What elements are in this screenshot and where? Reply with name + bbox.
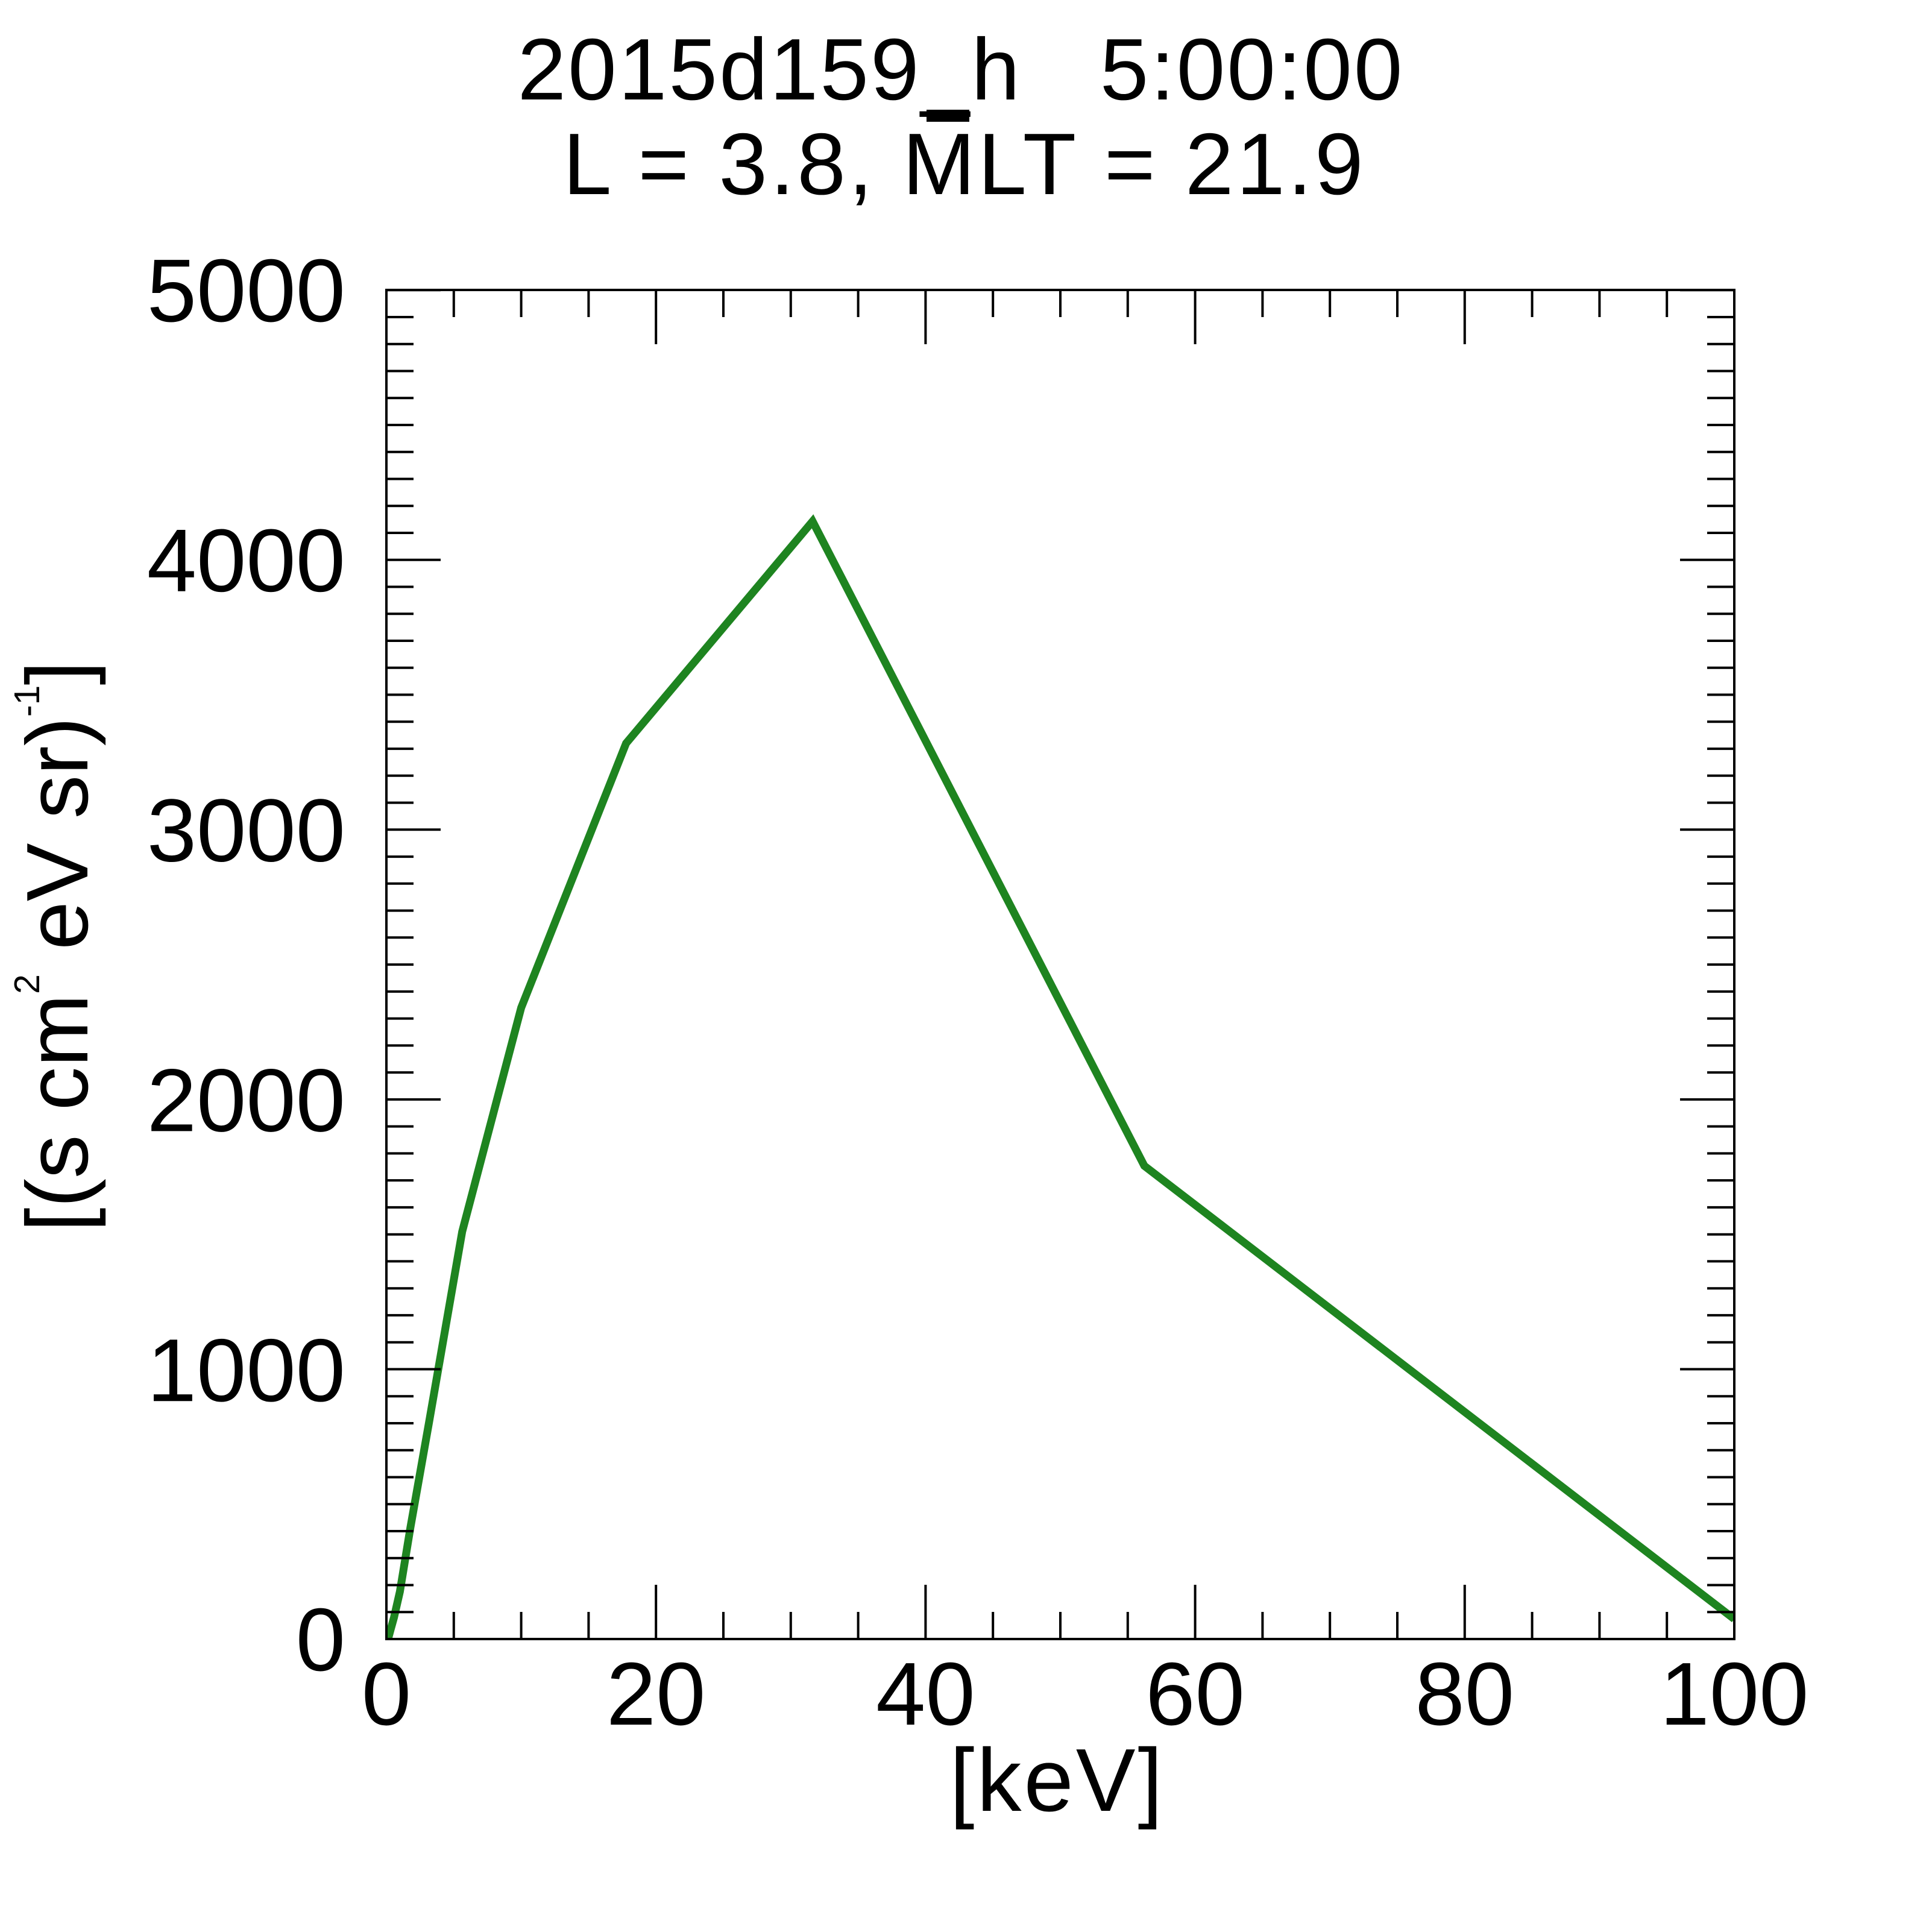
svg-text:60: 60 bbox=[1145, 1644, 1245, 1744]
svg-text:40: 40 bbox=[876, 1644, 975, 1744]
svg-text:2000: 2000 bbox=[147, 1051, 345, 1150]
svg-text:[keV]: [keV] bbox=[949, 1731, 1165, 1830]
svg-text:[(s cm2 eV sr)-1]: [(s cm2 eV sr)-1] bbox=[7, 661, 106, 1232]
svg-text:1000: 1000 bbox=[147, 1321, 345, 1420]
svg-text:2015d159_h 5:00:00: 2015d159_h 5:00:00 bbox=[517, 20, 1404, 118]
svg-text:80: 80 bbox=[1415, 1644, 1514, 1744]
svg-text:0: 0 bbox=[296, 1590, 345, 1690]
svg-text:L = 3.8, MLT = 21.9: L = 3.8, MLT = 21.9 bbox=[563, 115, 1366, 213]
svg-text:5000: 5000 bbox=[147, 241, 345, 341]
svg-text:4000: 4000 bbox=[147, 511, 345, 611]
svg-text:0: 0 bbox=[362, 1644, 411, 1744]
svg-text:100: 100 bbox=[1660, 1644, 1809, 1744]
svg-text:20: 20 bbox=[606, 1644, 706, 1744]
svg-text:3000: 3000 bbox=[147, 781, 345, 881]
